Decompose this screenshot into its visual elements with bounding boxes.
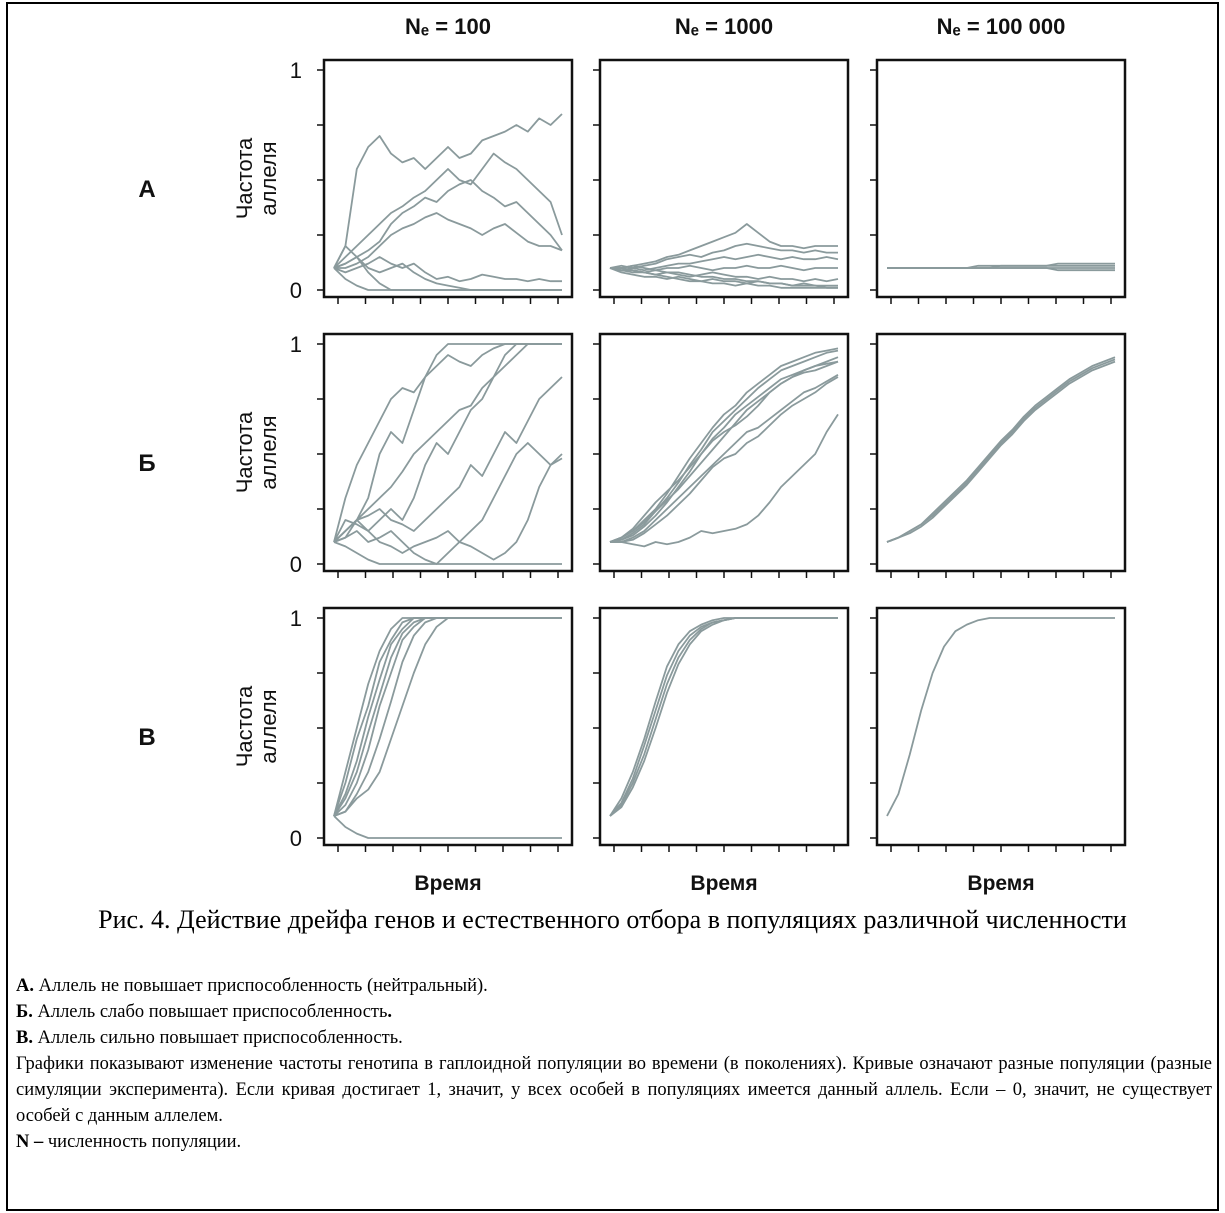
caption-item-a-text: Аллель не повышает приспособленность (не… [34,976,488,996]
caption-item-a-label: А. [16,976,34,996]
series-line [333,343,562,543]
series-line [333,541,562,565]
panel-frame [875,606,1127,847]
caption-paragraph: Графики показывают изменение частоты ген… [16,1054,1212,1126]
x-axis-label: Время [967,872,1034,895]
panel-frame [598,58,850,299]
y-axis-label-line: аллеля [256,689,281,763]
chart-panel [317,606,574,852]
y-tick-label: 1 [290,606,302,631]
y-tick-label: 0 [290,826,302,851]
figure-caption-title: Рис. 4. Действие дрейфа генов и естестве… [98,905,1127,934]
y-tick-label: 1 [290,58,302,83]
caption-item-b: Б. Аллель слабо повышает приспособленнос… [16,999,1212,1025]
series-line [333,113,563,269]
caption-n-text: численность популяции. [43,1132,242,1152]
series-line [333,343,562,543]
y-axis-label: Частота аллеля [232,411,281,493]
figure-caption-body: А. Аллель не повышает приспособленность … [16,973,1212,1155]
series-line [609,267,838,289]
y-axis-label: Частота аллеля [232,137,281,219]
y-axis-label-line: Частота [232,137,257,219]
column-title: Nₑ = 100 [405,14,491,39]
caption-frame [6,899,1219,1211]
caption-item-a: А. Аллель не повышает приспособленность … [16,973,1212,999]
series-line [610,374,839,543]
y-tick-label: 0 [290,552,302,577]
chart-panel [593,332,850,578]
series-line [333,442,563,565]
series-line [887,262,1115,269]
series-line [333,376,563,543]
series-line [610,264,838,274]
panel-frame [598,606,850,847]
caption-item-b-label: Б. [16,1002,33,1022]
series-line [609,267,838,287]
series-line [886,360,1116,543]
caption-item-b-period: . [387,1002,393,1022]
row-letter: А [138,176,155,203]
series-line [333,152,563,269]
x-axis-label: Время [690,872,757,895]
series-line [333,815,562,839]
series-line [610,413,839,548]
series-line [610,376,839,543]
caption-n-label: N – [16,1132,44,1152]
series-line [333,179,563,269]
row-letter: В [138,724,155,751]
series-line [609,347,839,543]
y-tick-label: 0 [290,278,302,303]
y-axis-label-line: аллеля [256,141,281,215]
caption-item-c-text: Аллель сильно повышает приспособленность… [32,1028,403,1048]
series-line [609,360,839,543]
chart-panel [593,58,850,304]
series-line [333,457,563,561]
caption-item-b-text: Аллель слабо повышает приспособленность [32,1002,388,1022]
series-line [333,256,562,283]
chart-panel [870,58,1127,304]
x-axis-label: Время [414,872,481,895]
y-tick-label: 1 [290,332,302,357]
y-axis-label-line: аллеля [256,415,281,489]
panel-frame [875,58,1127,299]
series-line [609,349,839,543]
row-letter: Б [138,450,155,477]
series-line [610,264,838,289]
series-line [333,617,562,817]
caption-item-c: В. Аллель сильно повышает приспособленно… [16,1025,1212,1051]
series-line [333,245,562,291]
series-line [886,617,1115,817]
series-line [610,223,838,269]
caption-n-note: N – численность популяции. [16,1129,1212,1155]
caption-item-c-label: В. [16,1028,33,1048]
y-axis-label: Частота аллеля [232,685,281,767]
series-line [886,356,1116,543]
chart-panel [593,606,850,852]
chart-panel [870,606,1127,852]
y-axis-label-line: Частота [232,685,257,767]
chart-panel [317,332,574,578]
series-line [609,242,838,272]
chart-panel [317,58,574,304]
series-line [334,212,563,269]
y-axis-label-line: Частота [232,411,257,493]
series-line [609,360,839,543]
column-title: Nₑ = 100 000 [937,14,1066,39]
series-line [609,617,838,817]
chart-panel [870,332,1127,578]
column-title: Nₑ = 1000 [675,14,773,39]
